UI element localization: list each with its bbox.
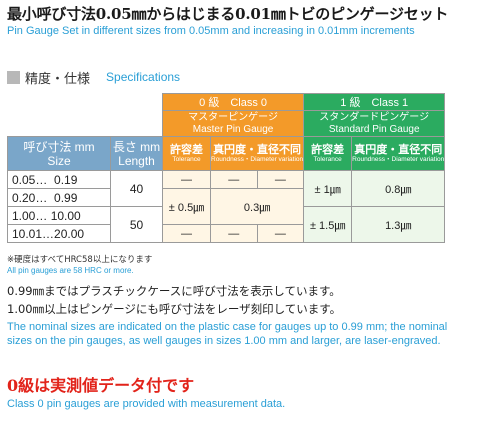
class0-tolerance-cell: — bbox=[162, 170, 211, 189]
class0-roundness-cell: — bbox=[256, 224, 305, 243]
class0-roundness-cell: — bbox=[210, 170, 258, 189]
class0-roundness-cell: — bbox=[210, 224, 258, 243]
class0-tolerance-header: 許容差 Tolerance bbox=[162, 136, 211, 171]
class1-title: 1 級 Class 1 bbox=[303, 93, 446, 111]
marking-note-en: The nominal sizes are indicated on the p… bbox=[7, 321, 448, 347]
class1-roundness-cell: 1.3㎛ bbox=[351, 206, 446, 243]
spec-section-header: 精度・仕様 Specifications bbox=[7, 67, 180, 87]
class0-roundness-cell: — bbox=[256, 170, 305, 189]
table-row-size: 0.20… 0.99 bbox=[7, 188, 111, 207]
size-header: 呼び寸法 mm Size bbox=[7, 136, 111, 171]
class0-subtitle: マスターピンゲージ Master Pin Gauge bbox=[161, 110, 305, 137]
marking-note-jp-1: 0.99㎜まではプラスチックケースに呼び寸法を表示しています。 bbox=[7, 284, 341, 298]
marking-note-jp-2: 1.00㎜以上はピンゲージにも呼び寸法をレーザ刻印しています。 bbox=[7, 302, 342, 316]
length-header: 長さ mm Length bbox=[110, 136, 163, 171]
class0-tolerance-cell: ± 0.5㎛ bbox=[162, 188, 211, 225]
class1-tolerance-cell: ± 1.5㎛ bbox=[303, 206, 353, 243]
spec-title-en: Specifications bbox=[106, 70, 181, 84]
length-cell: 40 bbox=[110, 170, 163, 207]
hardness-note-en: All pin gauges are 58 HRC or more. bbox=[7, 266, 134, 275]
page-title-en: Pin Gauge Set in different sizes from 0.… bbox=[7, 25, 415, 37]
table-row-size: 0.05… 0.19 bbox=[7, 170, 111, 189]
class1-subtitle: スタンダードピンゲージ Standard Pin Gauge bbox=[303, 110, 446, 137]
class0-roundness-cell: 0.3㎛ bbox=[209, 188, 305, 225]
class0-title: 0 級 Class 0 bbox=[161, 93, 305, 111]
hardness-note-jp: ※硬度はすべてHRC58以上になります bbox=[7, 255, 153, 265]
class0-data-note-en: Class 0 pin gauges are provided with mea… bbox=[7, 398, 286, 410]
class1-tolerance-cell: ± 1㎛ bbox=[303, 170, 353, 207]
page-title: 最小呼び寸法0.05㎜からはじまる0.01㎜トビのピンゲージセット bbox=[7, 5, 449, 23]
spec-title-jp: 精度・仕様 bbox=[25, 71, 91, 87]
length-cell: 50 bbox=[110, 206, 163, 243]
class1-roundness-cell: 0.8㎛ bbox=[351, 170, 446, 207]
spec-table: 0 級 Class 0 1 級 Class 1 マスターピンゲージ Master… bbox=[7, 93, 446, 243]
class1-tolerance-header: 許容差 Tolerance bbox=[303, 136, 353, 171]
class0-roundness-header: 真円度・直径不同 Roundness・Diameter variation bbox=[209, 136, 305, 171]
class0-tolerance-cell: — bbox=[162, 224, 211, 243]
table-row-size: 10.01…20.00 bbox=[7, 224, 111, 243]
gray-square-icon bbox=[7, 70, 20, 84]
class1-roundness-header: 真円度・直径不同 Roundness・Diameter variation bbox=[351, 136, 446, 171]
table-row-size: 1.00… 10.00 bbox=[7, 206, 111, 225]
class0-data-heading: 0級は実測値データ付です bbox=[7, 376, 195, 395]
